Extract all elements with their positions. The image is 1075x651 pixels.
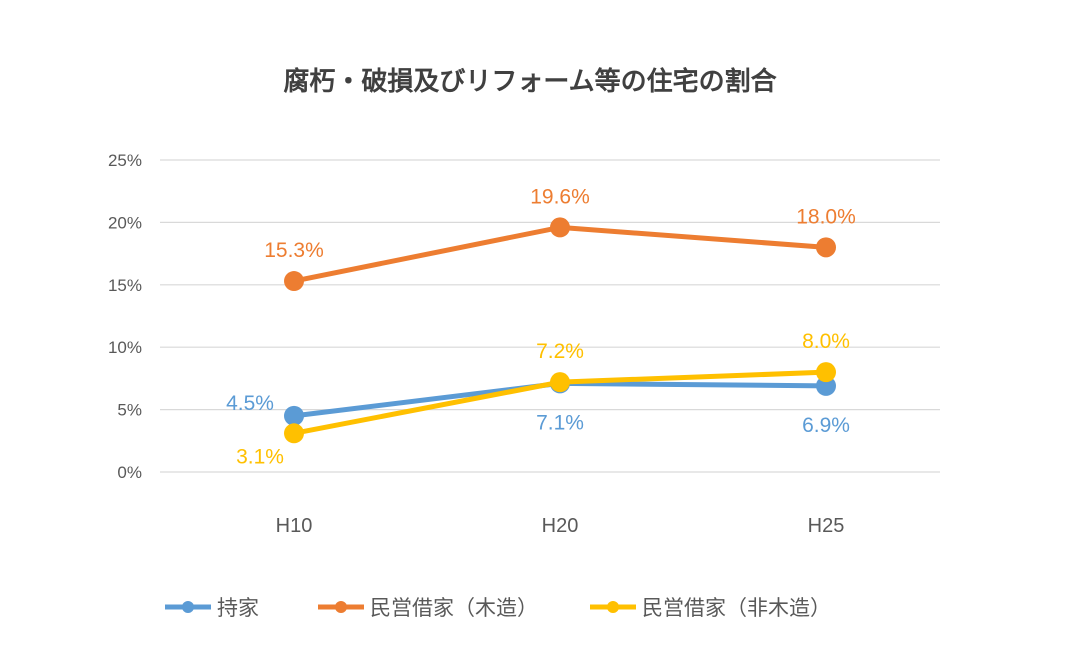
- y-tick-label: 25%: [108, 151, 142, 170]
- x-tick-label: H10: [276, 515, 313, 537]
- legend-label: 民営借家（木造）: [370, 596, 538, 620]
- data-point: [284, 423, 304, 444]
- legend-marker: [182, 601, 194, 613]
- data-point: [550, 217, 570, 238]
- y-tick-label: 0%: [117, 463, 142, 482]
- data-label: 6.9%: [802, 414, 850, 437]
- data-label: 4.5%: [226, 392, 274, 415]
- y-tick-label: 10%: [108, 338, 142, 357]
- series-2: 3.1% 7.2% 8.0%: [236, 330, 850, 468]
- data-point: [816, 362, 836, 383]
- legend-marker: [335, 601, 347, 613]
- x-tick-label: H20: [542, 515, 579, 537]
- chart-title: 腐朽・破損及びリフォーム等の住宅の割合: [283, 66, 777, 97]
- legend-item: 民営借家（非木造）: [590, 596, 831, 620]
- data-point: [284, 271, 304, 292]
- data-label: 19.6%: [530, 185, 590, 208]
- data-point: [284, 405, 304, 426]
- data-point: [550, 372, 570, 393]
- y-tick-label: 15%: [108, 276, 142, 295]
- data-label: 7.2%: [536, 340, 584, 363]
- data-point: [816, 237, 836, 258]
- data-label: 7.1%: [536, 411, 584, 434]
- data-label: 3.1%: [236, 445, 284, 468]
- legend-item: 持家: [165, 596, 259, 620]
- data-label: 18.0%: [796, 205, 856, 228]
- y-tick-label: 5%: [117, 401, 142, 420]
- y-tick-label: 20%: [108, 213, 142, 232]
- legend-label: 持家: [217, 596, 259, 620]
- data-point: [816, 375, 836, 396]
- data-label: 8.0%: [802, 330, 850, 353]
- legend-item: 民営借家（木造）: [318, 596, 538, 620]
- x-tick-label: H25: [808, 515, 845, 537]
- series-1: 15.3% 19.6% 18.0%: [264, 185, 856, 292]
- legend-marker: [607, 601, 619, 613]
- legend-label: 民営借家（非木造）: [642, 596, 831, 620]
- data-label: 15.3%: [264, 239, 324, 262]
